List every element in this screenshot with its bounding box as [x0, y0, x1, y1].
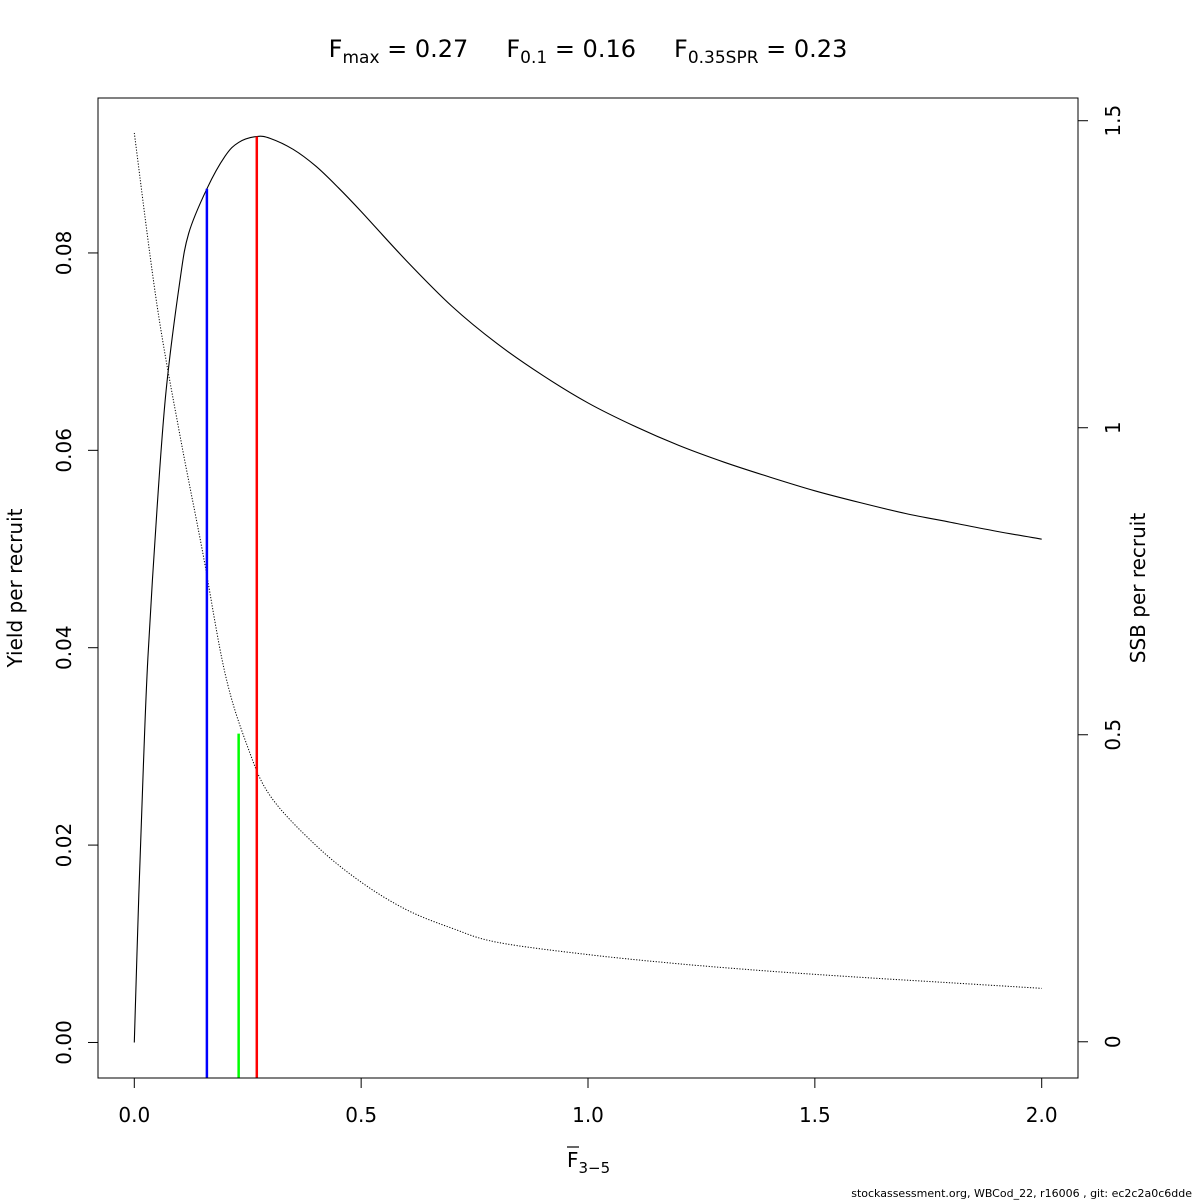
plot-frame	[97, 97, 1079, 1079]
y2-tick-label: 1	[1101, 421, 1125, 434]
title-symbol: F	[506, 35, 520, 63]
title-symbol: F	[674, 35, 688, 63]
y-tick-label: 0.06	[52, 428, 76, 473]
y2-axis-label: SSB per recruit	[1126, 513, 1150, 664]
y2-tick-label: 0	[1101, 1035, 1125, 1048]
y-axis-right: 0 0.5 1 1.5	[1077, 105, 1125, 1048]
y2-tick-label: 1.5	[1101, 105, 1125, 137]
y-axis-left: 0.00 0.02 0.04 0.06 0.08	[52, 231, 99, 1065]
reference-lines	[205, 136, 259, 1078]
title-subscript: 0.35SPR	[688, 48, 759, 68]
ssb-per-recruit-line	[133, 132, 1042, 989]
y-tick-label: 0.08	[52, 231, 76, 276]
x-tick-label: 1.0	[572, 1103, 604, 1127]
y2-tick-label: 0.5	[1101, 719, 1125, 751]
x-axis-label: F3−5	[567, 1146, 610, 1177]
series-group	[133, 132, 1042, 1043]
y-tick-label: 0.04	[52, 625, 76, 670]
title-subscript: max	[342, 48, 379, 68]
x-tick-label: 0.5	[345, 1103, 377, 1127]
yield-per-recruit-line	[133, 135, 1042, 1043]
footer-text: stockassessment.org, WBCod_22, r16006 , …	[851, 1187, 1192, 1200]
x-label-subscript: 3−5	[579, 1159, 611, 1177]
chart-title: Fmax = 0.27 F0.1 = 0.16 F0.35SPR = 0.23	[329, 35, 848, 68]
title-value: = 0.23	[759, 35, 848, 63]
title-value: = 0.16	[547, 35, 636, 63]
x-tick-label: 2.0	[1026, 1103, 1058, 1127]
title-value: = 0.27	[380, 35, 469, 63]
x-tick-label: 1.5	[799, 1103, 831, 1127]
title-subscript: 0.1	[520, 48, 547, 68]
y-tick-label: 0.02	[52, 823, 76, 868]
x-label-symbol: F	[567, 1148, 579, 1172]
y-tick-label: 0.00	[52, 1020, 76, 1065]
x-tick-label: 0.0	[118, 1103, 150, 1127]
y-axis-label: Yield per recruit	[3, 508, 27, 668]
x-axis: 0.0 0.5 1.0 1.5 2.0	[118, 1077, 1058, 1127]
title-text: Fmax = 0.27 F0.1 = 0.16 F0.35SPR = 0.23	[329, 35, 848, 68]
title-symbol: F	[329, 35, 343, 63]
x-label-text: F3−5	[567, 1148, 610, 1177]
